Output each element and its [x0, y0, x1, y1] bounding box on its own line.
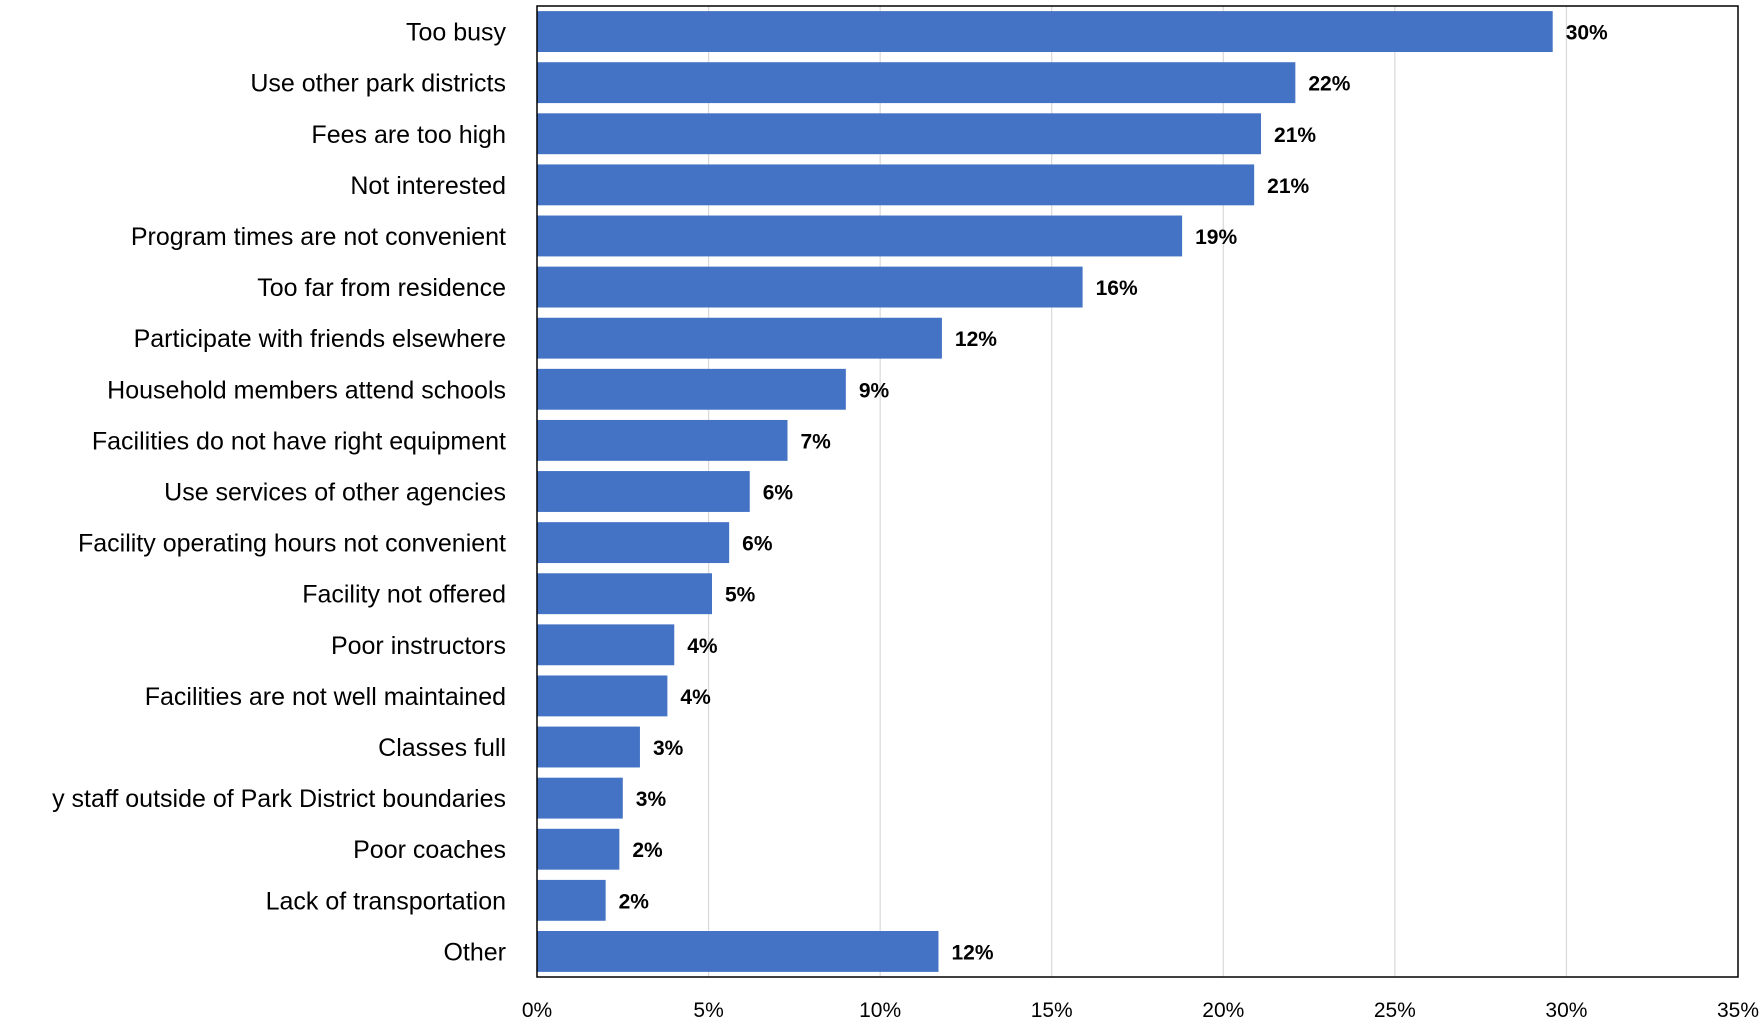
data-label: 3%: [653, 737, 684, 760]
x-tick-label: 30%: [1545, 999, 1587, 1022]
data-label: 21%: [1267, 175, 1309, 198]
data-label: 2%: [632, 839, 663, 862]
data-label: 22%: [1308, 73, 1350, 96]
plot-area-border: [536, 5, 1739, 978]
bar: [537, 62, 1296, 104]
bar: [537, 419, 788, 461]
category-label: Fees are too high: [311, 121, 506, 149]
data-label: 6%: [742, 533, 773, 556]
category-label: Household members attend schools: [107, 376, 506, 404]
category-label: Facility not offered: [302, 581, 506, 609]
data-label: 12%: [955, 328, 997, 351]
category-label: Participate with friends elsewhere: [134, 325, 506, 353]
category-label: Use other park districts: [250, 70, 506, 98]
data-label: 4%: [680, 686, 711, 709]
category-label: Other: [443, 938, 506, 966]
category-label: Facilities do not have right equipment: [92, 427, 506, 455]
data-label: 3%: [636, 788, 667, 811]
bar: [537, 266, 1083, 308]
bar: [537, 777, 623, 819]
data-label: 16%: [1096, 277, 1138, 300]
category-label: Facility operating hours not convenient: [78, 530, 506, 558]
data-label: 9%: [859, 379, 890, 402]
category-label: Poor instructors: [331, 632, 506, 660]
data-label: 12%: [951, 941, 993, 964]
bar: [537, 215, 1183, 257]
data-label: 2%: [619, 890, 650, 913]
data-label: 19%: [1195, 226, 1237, 249]
x-tick-label: 25%: [1374, 999, 1416, 1022]
bar: [537, 317, 942, 359]
category-label: Poor coaches: [353, 836, 506, 864]
data-label: 7%: [800, 430, 831, 453]
category-label: Classes full: [378, 734, 506, 762]
bar: [537, 879, 606, 921]
bars: [537, 11, 1553, 972]
bar: [537, 675, 668, 717]
x-tick-label: 5%: [693, 999, 723, 1022]
data-label: 6%: [763, 482, 794, 505]
category-label: Facilities are not well maintained: [145, 683, 506, 711]
x-tick-label: 0%: [522, 999, 552, 1022]
bar: [537, 368, 846, 410]
category-label: y staff outside of Park District boundar…: [52, 785, 506, 813]
bar: [537, 471, 750, 512]
bar: [537, 164, 1255, 206]
bar: [537, 573, 713, 615]
bar: [537, 113, 1262, 155]
data-labels: 30% 22% 21% 21% 19% 16% 12% 9% 7% 6% 6% 5% 4% 4% 3% 3% 2…: [619, 22, 1608, 965]
category-label: Too far from residence: [257, 274, 506, 302]
bar: [537, 11, 1553, 52]
data-label: 21%: [1274, 124, 1316, 147]
bar: [537, 522, 730, 564]
category-label: Program times are not convenient: [131, 223, 506, 251]
x-tick-label: 10%: [859, 999, 901, 1022]
category-label: Too busy: [406, 19, 507, 47]
x-tick-label: 35%: [1717, 999, 1759, 1022]
bar: [537, 726, 640, 768]
x-tick-label: 15%: [1031, 999, 1073, 1022]
data-label: 30%: [1566, 22, 1608, 45]
bar: [537, 828, 620, 870]
x-tick-label: 20%: [1202, 999, 1244, 1022]
category-label: Use services of other agencies: [164, 479, 506, 507]
category-label: Not interested: [350, 172, 506, 200]
bar: [537, 931, 939, 972]
category-label: Lack of transportation: [266, 887, 506, 915]
bar: [537, 624, 675, 666]
category-labels: Too busy Use other park districts Fees are…: [52, 19, 506, 967]
data-label: 5%: [725, 584, 756, 607]
data-label: 4%: [687, 635, 718, 658]
x-axis-tick-labels: 0% 5% 10% 15% 20% 25% 30% 35%: [522, 999, 1759, 1022]
